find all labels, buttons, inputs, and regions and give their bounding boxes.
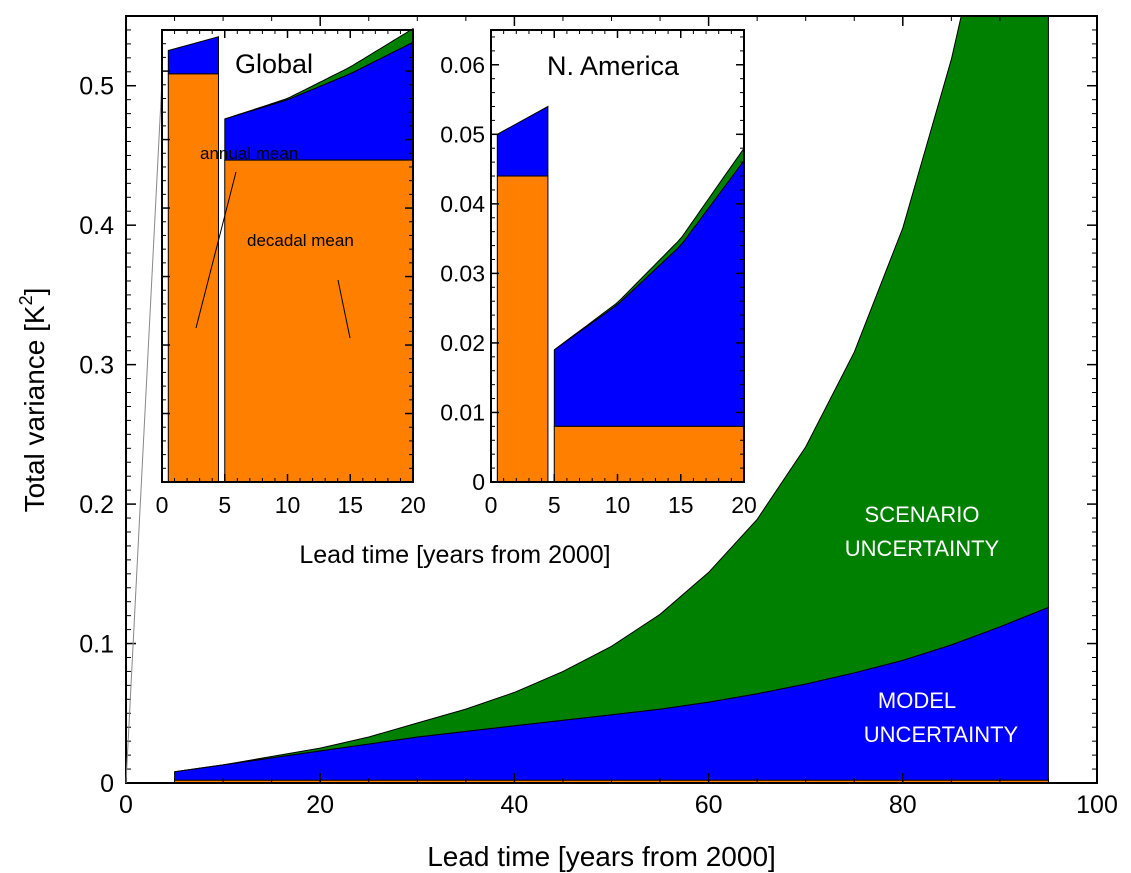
inset-global-tick-layer: 0 5 10 15 20 (156, 29, 426, 518)
x-tick-label: 100 (1076, 791, 1118, 819)
inset-x-axis-title: Lead time [years from 2000] (299, 541, 610, 569)
zoom-connector-line (125, 79, 163, 784)
annotation-decadal-mean-pointer (337, 279, 351, 339)
inset-y-tick-label: 0.03 (440, 260, 485, 286)
x-tick-label: 80 (889, 791, 917, 819)
inset-x-tick-label: 0 (485, 492, 498, 518)
y-tick-label: 0.4 (79, 212, 114, 240)
inset-y-tick-label: 0.05 (440, 121, 485, 147)
model-label-line1: MODEL (878, 688, 956, 713)
inset-x-tick-label: 20 (731, 492, 757, 518)
main-y-axis-title-sup: 2 (16, 295, 36, 305)
area-scenario (174, 16, 1049, 773)
inset-north-america-area-layer (496, 105, 745, 483)
inset-x-tick-label: 20 (400, 492, 426, 518)
x-tick-label: 60 (695, 791, 723, 819)
inset-x-tick-label: 5 (218, 492, 231, 518)
scenario-label-line1: SCENARIO (865, 502, 980, 527)
y-tick-label: 0.3 (79, 352, 114, 380)
decadal-internal-area (224, 159, 414, 483)
main-y-axis-title-text: Total variance [K (19, 305, 50, 512)
x-tick-label: 0 (119, 791, 133, 819)
model-label-line2: UNCERTAINTY (864, 722, 1019, 747)
annual-model-area (496, 105, 549, 177)
x-tick-label: 40 (500, 791, 528, 819)
inset-x-tick-label: 15 (668, 492, 694, 518)
inset-y-tick-label: 0 (472, 469, 485, 495)
annotation-decadal-mean: decadal mean (247, 231, 354, 250)
x-tick-label: 20 (306, 791, 334, 819)
y-tick-label: 0.1 (79, 631, 114, 659)
annotation-annual-mean: annual mean (200, 144, 298, 163)
inset-north-america: 0 5 10 15 20 0 0.01 0.02 0.03 0.04 0.05 0.06 N. Ame… (440, 29, 757, 518)
inset-y-tick-label: 0.04 (440, 191, 485, 217)
inset-global-area-layer (167, 27, 414, 483)
y-tick-label: 0.5 (79, 73, 114, 101)
inset-x-tick-label: 0 (156, 492, 169, 518)
main-x-axis-title: Lead time [years from 2000] (427, 841, 776, 872)
inset-north-america-title: N. America (547, 51, 680, 81)
inset-global: 0 5 10 15 20 Global annual mean decadal mean (156, 27, 426, 518)
annual-model-area (167, 36, 219, 75)
main-y-axis-title: Total variance [K2] (16, 288, 50, 513)
decadal-model-area (553, 159, 745, 427)
annual-internal-bar (167, 73, 219, 483)
inset-global-title: Global (235, 49, 313, 79)
inset-y-tick-label: 0.02 (440, 330, 485, 356)
decadal-internal-area (553, 425, 745, 483)
y-tick-label: 0 (100, 770, 114, 798)
inset-y-tick-label: 0.06 (440, 52, 485, 78)
inset-x-tick-label: 5 (548, 492, 561, 518)
scenario-label-line2: UNCERTAINTY (845, 536, 1000, 561)
inset-x-tick-label: 10 (605, 492, 631, 518)
annotation-annual-mean-pointer (195, 171, 237, 329)
y-tick-label: 0.2 (79, 491, 114, 519)
annual-internal-bar (496, 175, 549, 483)
inset-north-america-tick-layer: 0 5 10 15 20 0 0.01 0.02 0.03 0.04 0.05 0.06 (440, 30, 757, 518)
inset-x-tick-label: 10 (275, 492, 301, 518)
inset-x-tick-label: 15 (337, 492, 363, 518)
inset-y-tick-label: 0.01 (440, 399, 485, 425)
main-y-axis-title-end: ] (19, 288, 50, 296)
decadal-model-area (224, 41, 414, 161)
